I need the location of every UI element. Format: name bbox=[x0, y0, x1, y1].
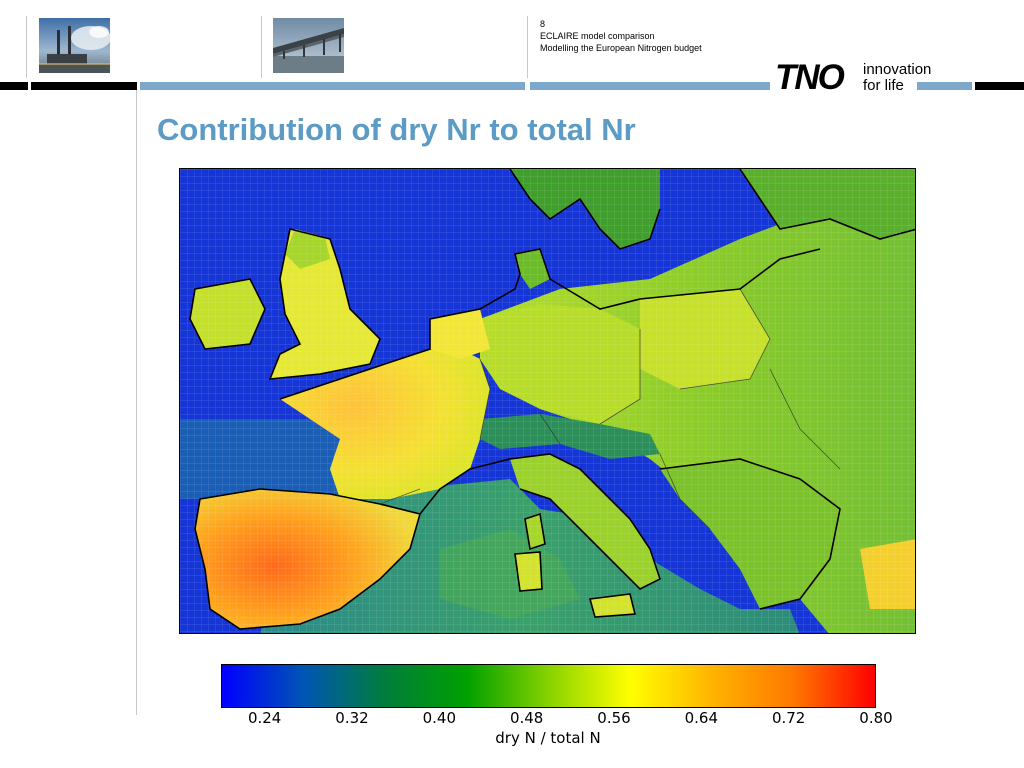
header-separator bbox=[26, 16, 27, 78]
europe-nr-map bbox=[179, 168, 916, 634]
coastlines bbox=[189, 169, 915, 630]
colorbar-tick-label: 0.40 bbox=[422, 709, 457, 727]
header-bar-black-right bbox=[975, 82, 1024, 90]
slide-number: 8 bbox=[540, 19, 546, 29]
photo-bridge bbox=[273, 18, 344, 73]
header-bar-black bbox=[31, 82, 137, 90]
borders bbox=[379, 288, 841, 530]
header-bar-blue bbox=[917, 82, 972, 90]
header-separator bbox=[261, 16, 262, 78]
logo-tagline-1: innovation bbox=[863, 61, 931, 78]
slide-title: Contribution of dry Nr to total Nr bbox=[157, 112, 636, 147]
colorbar-tick-label: 0.24 bbox=[247, 709, 282, 727]
tno-logo: TNO innovation for life bbox=[774, 57, 949, 102]
header-bar-blue bbox=[530, 82, 770, 90]
slide-meta: 8 ECLAIRE model comparison Modelling the… bbox=[540, 18, 702, 54]
colorbar-tick-label: 0.32 bbox=[335, 709, 369, 727]
colorbar-tick-label: 0.56 bbox=[597, 709, 631, 727]
presentation-subtitle: Modelling the European Nitrogen budget bbox=[540, 43, 702, 53]
colorbar-tick-label: 0.80 bbox=[859, 709, 893, 727]
map-svg bbox=[180, 169, 915, 633]
logo-wordmark: TNO bbox=[775, 58, 845, 97]
colorbar bbox=[221, 664, 876, 708]
colorbar-label: dry N / total N bbox=[495, 729, 601, 747]
logo-tagline-2: for life bbox=[863, 77, 904, 94]
colorbar-tick-label: 0.48 bbox=[509, 709, 544, 727]
header-bar-black-left bbox=[0, 82, 28, 90]
content-left-border bbox=[136, 90, 137, 715]
colorbar-tick-label: 0.64 bbox=[684, 709, 719, 727]
header-bar-blue bbox=[140, 82, 525, 90]
header-separator bbox=[527, 16, 528, 78]
colorbar-tick-label: 0.72 bbox=[771, 709, 806, 727]
presentation-title: ECLAIRE model comparison bbox=[540, 31, 655, 41]
photo-power-plant bbox=[39, 18, 110, 73]
